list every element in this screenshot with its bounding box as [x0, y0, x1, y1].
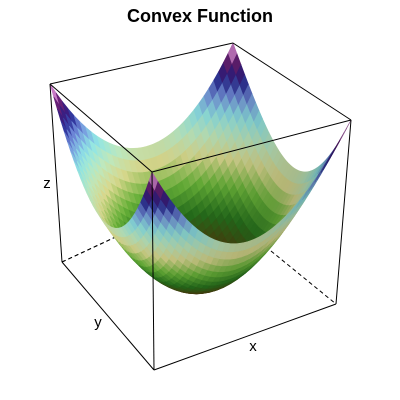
box-edge-top-front-right	[151, 119, 352, 173]
axis-label-y: y	[94, 314, 102, 331]
box-edge-bottom-front-right	[153, 303, 337, 371]
box-edge-vertical-right	[335, 119, 352, 305]
axis-label-z: z	[43, 175, 51, 192]
box-visible-edges	[49, 42, 352, 371]
box-edge-top-front-left	[49, 83, 153, 173]
box-edge-bottom-front-left	[61, 261, 155, 371]
box-edge-top-back-left	[49, 42, 234, 85]
surface-patch	[339, 119, 352, 141]
box-edge-top-back-right	[232, 42, 352, 121]
box-edge-vertical-left	[49, 83, 63, 263]
box-edge-vertical-front	[151, 171, 155, 371]
surface-mesh	[49, 42, 352, 295]
box-edge-back-bottom	[61, 219, 153, 263]
chart-title: Convex Function	[127, 6, 273, 26]
axis-label-x: x	[249, 338, 257, 355]
